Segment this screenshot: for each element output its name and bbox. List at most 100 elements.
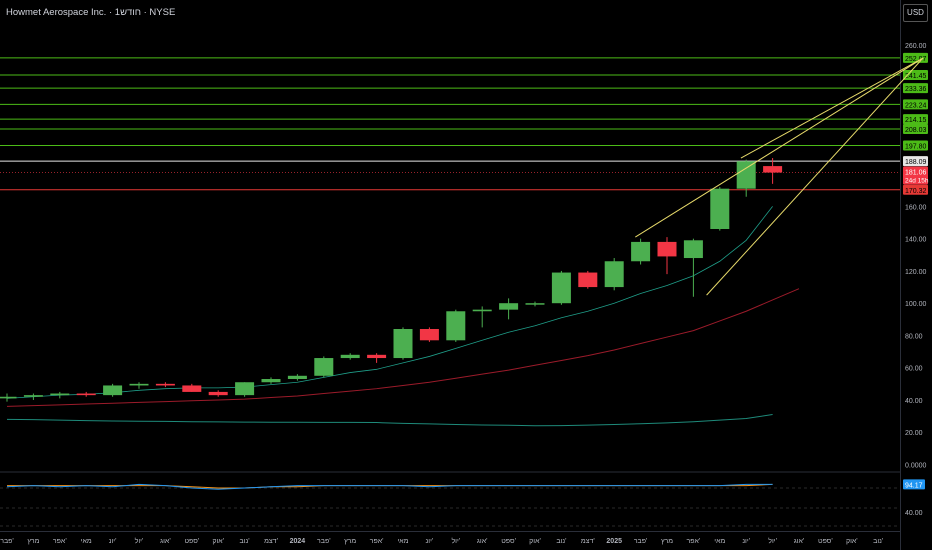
x-tick-label: דצמ' — [581, 538, 595, 545]
x-tick-label: מאי — [81, 538, 92, 545]
x-tick-label: אוג' — [477, 538, 488, 545]
candle-body — [551, 272, 571, 304]
candle-body — [182, 385, 202, 392]
level-label: 233.36 — [905, 86, 927, 93]
x-tick-label: פבר' — [317, 538, 331, 545]
level-label: 241.45 — [905, 73, 927, 80]
ma-teal-line — [6, 414, 773, 427]
candle-body — [314, 358, 334, 376]
candle-body — [736, 161, 756, 189]
candle-body — [340, 354, 360, 359]
x-tick-label: אפר' — [53, 538, 67, 545]
ma-green-line — [6, 206, 773, 399]
level-label-bg — [903, 156, 928, 167]
candle-body — [261, 379, 281, 383]
candle-body — [657, 241, 677, 257]
candle-body — [393, 329, 413, 359]
candle-body — [604, 261, 624, 288]
candle-body — [499, 303, 519, 310]
level-label-bg — [903, 52, 928, 63]
x-tick-label: 2024 — [290, 538, 306, 545]
level-label-bg — [903, 114, 928, 125]
x-tick-label: מאי — [397, 538, 408, 545]
candle-body — [155, 383, 175, 386]
x-tick-label: יול' — [135, 537, 144, 545]
candle-body — [419, 329, 439, 341]
current-price-label: 181.06 — [905, 169, 927, 176]
y-tick-label: 160.00 — [905, 204, 927, 211]
x-tick-label: אוג' — [160, 538, 171, 545]
x-tick-label: אפר' — [370, 538, 384, 545]
y-tick-label: 260.00 — [905, 43, 927, 50]
x-tick-label: יול' — [451, 537, 460, 545]
level-label-bg — [903, 123, 928, 134]
candle-body — [23, 395, 43, 397]
level-label: 197.80 — [905, 143, 927, 150]
level-label: 223.24 — [905, 102, 927, 109]
channel-line — [706, 57, 924, 296]
candle-body — [472, 309, 492, 312]
level-label-bg — [903, 83, 928, 94]
x-tick-label: יונ' — [109, 538, 117, 545]
candle-body — [446, 311, 466, 341]
level-label: 188.09 — [905, 159, 927, 166]
level-label: 214.15 — [905, 117, 927, 124]
oscillator-level-label: 40.00 — [905, 510, 923, 517]
x-tick-label: 2025 — [606, 538, 622, 545]
level-label: 252.07 — [905, 56, 927, 63]
y-tick-label: 20.00 — [905, 430, 923, 437]
x-tick-label: נוב' — [240, 538, 250, 545]
x-tick-label: אוק' — [529, 538, 541, 545]
candle-body — [287, 375, 307, 380]
level-label: 208.03 — [905, 127, 927, 134]
candle-body — [103, 385, 123, 396]
y-tick-label: 100.00 — [905, 301, 927, 308]
channel-line — [635, 57, 924, 238]
y-tick-label: 0.0000 — [905, 463, 927, 470]
x-tick-label: יונ' — [426, 538, 434, 545]
candle-body — [710, 188, 730, 230]
x-tick-label: אוק' — [212, 538, 224, 545]
oscillator-value-label: 94.17 — [905, 482, 923, 489]
x-tick-label: מרץ — [344, 538, 356, 545]
level-label-bg — [903, 184, 928, 195]
channel-line — [740, 57, 924, 159]
y-tick-label: 120.00 — [905, 269, 927, 276]
countdown-label: 24d 15h — [905, 177, 929, 184]
y-tick-label: 60.00 — [905, 366, 923, 373]
candle-body — [76, 393, 96, 396]
x-tick-label: פבר' — [634, 538, 648, 545]
y-tick-label: 80.00 — [905, 333, 923, 340]
ma-red-line — [6, 288, 800, 407]
candle-body — [525, 303, 545, 305]
x-tick-label: מרץ — [27, 538, 39, 545]
currency-button[interactable]: USD — [903, 4, 928, 22]
x-tick-label: דצמ' — [264, 538, 278, 545]
candle-body — [50, 393, 70, 396]
y-tick-label: 40.00 — [905, 398, 923, 405]
x-tick-label: נוב' — [556, 538, 566, 545]
x-tick-label: ספט' — [501, 538, 516, 545]
candle-body — [683, 240, 703, 259]
candle-body — [235, 382, 255, 396]
candle-body — [367, 354, 387, 359]
level-label: 170.32 — [905, 188, 927, 195]
oscillator-blue-line — [6, 483, 773, 490]
x-tick-label: פבר' — [0, 538, 14, 545]
y-tick-label: 140.00 — [905, 237, 927, 244]
candle-body — [631, 241, 651, 262]
x-tick-label: נוב' — [873, 538, 883, 545]
level-label-bg — [903, 99, 928, 110]
level-label-bg — [903, 140, 928, 151]
x-tick-label: אפר' — [687, 538, 701, 545]
candle-body — [578, 272, 598, 288]
x-tick-label: מרץ — [661, 538, 673, 545]
candle-body — [129, 383, 149, 386]
chart-title: Howmet Aerospace Inc. · 1חודש · NYSE — [6, 7, 176, 18]
x-tick-label: יול' — [768, 537, 777, 545]
x-tick-label: אוק' — [846, 538, 858, 545]
candle-body — [208, 391, 228, 396]
x-tick-label: אוג' — [794, 538, 805, 545]
oscillator-value-bg — [903, 479, 925, 490]
